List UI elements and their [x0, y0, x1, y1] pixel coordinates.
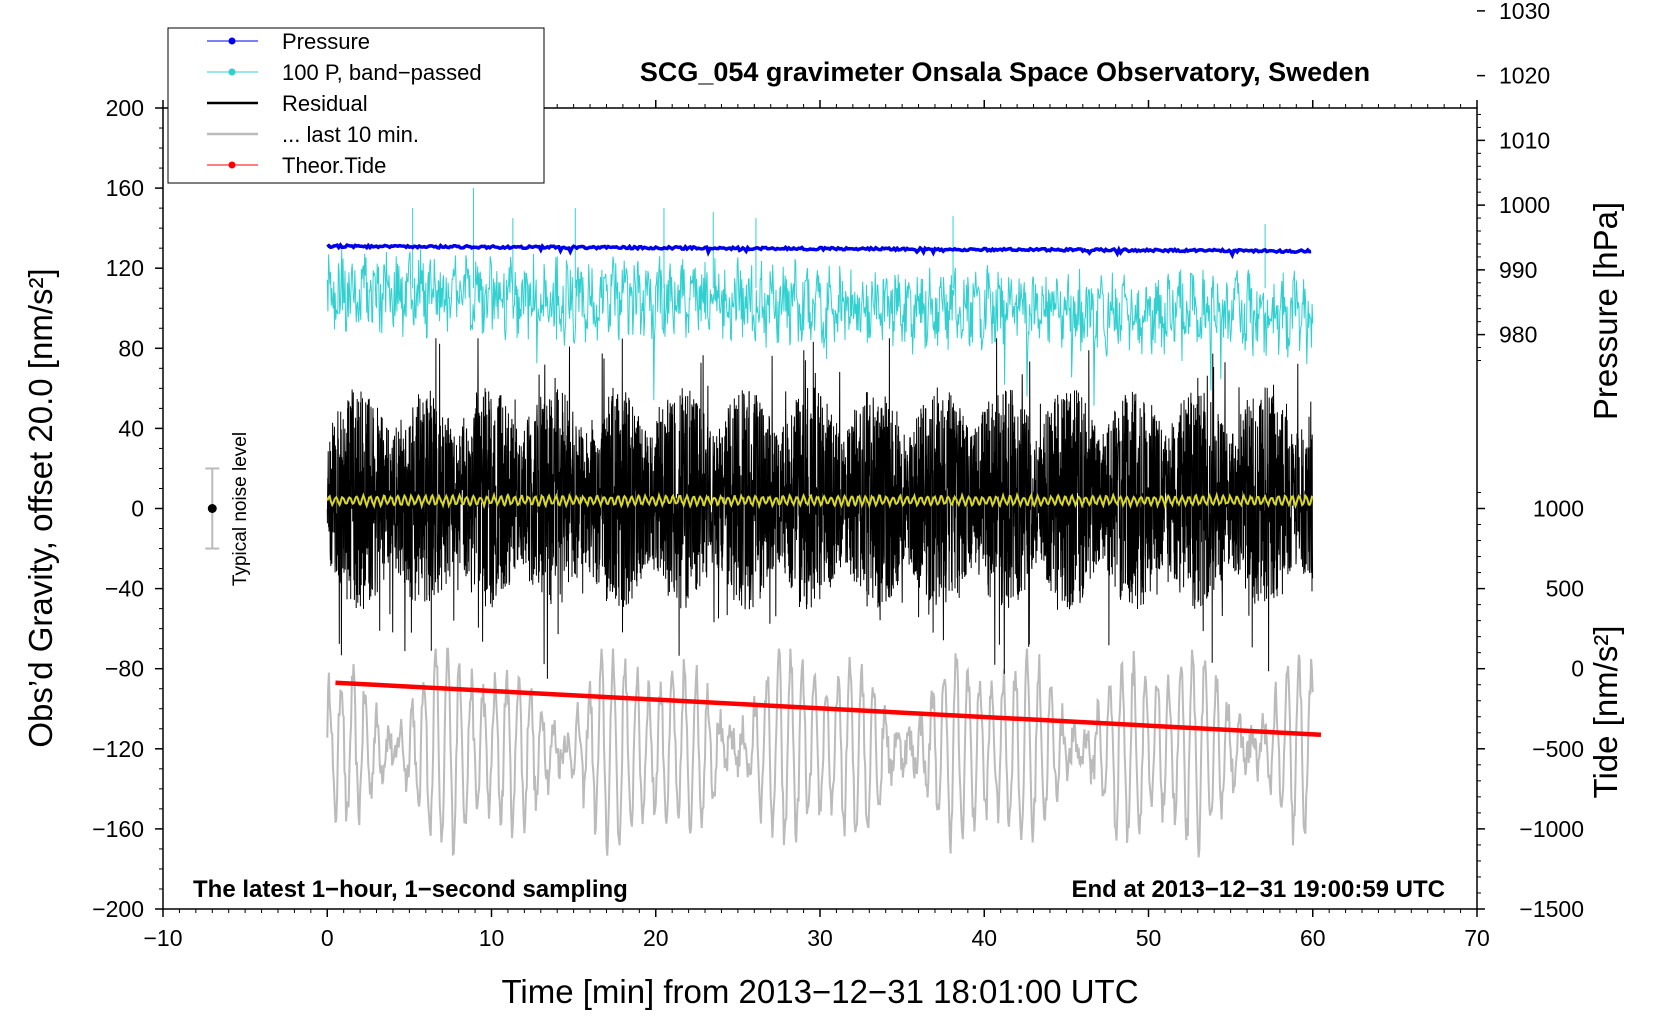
legend-label-1: 100 P, band−passed — [282, 60, 482, 85]
series-line-residual-smoothed — [326, 491, 1314, 510]
legend-marker-1 — [228, 68, 236, 76]
y-tick-label-3: 80 — [118, 335, 144, 361]
pressure-tick-label-4: 990 — [1499, 257, 1537, 283]
y-axis-label-left: Obs’d Gravity, offset 20.0 [nm/s²] — [22, 268, 59, 747]
x-tick-label-3: 20 — [643, 925, 669, 951]
series-line-residual — [326, 338, 1314, 679]
y-tick-label-6: −40 — [105, 576, 144, 602]
pressure-tick-label-5: 980 — [1499, 322, 1537, 348]
y-axis-label-pressure: Pressure [hPa] — [1587, 202, 1624, 420]
legend: Pressure 100 P, band−passed Residual ... la… — [167, 27, 545, 184]
y-tick-label-8: −120 — [92, 736, 144, 762]
series-layer — [326, 188, 1322, 858]
series-line-last-10-min — [326, 647, 1314, 858]
y-axis-label-tide: Tide [nm/s²] — [1587, 626, 1624, 799]
chart-title: SCG_054 gravimeter Onsala Space Observat… — [640, 57, 1370, 87]
tide-tick-label-1: 500 — [1546, 576, 1584, 602]
y-tick-label-2: 120 — [106, 255, 144, 281]
x-tick-label-7: 60 — [1300, 925, 1326, 951]
legend-label-3: ... last 10 min. — [282, 122, 419, 147]
pressure-tick-label-0: 1030 — [1499, 0, 1550, 24]
x-tick-label-4: 30 — [807, 925, 833, 951]
pressure-tick-label-3: 1000 — [1499, 192, 1550, 218]
legend-label-4: Theor.Tide — [282, 153, 386, 178]
y-tick-label-0: 200 — [106, 95, 144, 121]
tide-tick-label-5: −1500 — [1519, 896, 1584, 922]
noise-bar: Typical noise level — [205, 432, 251, 586]
y-tick-label-7: −80 — [105, 656, 144, 682]
tide-tick-label-2: 0 — [1571, 656, 1584, 682]
series-line-theor-tide — [335, 680, 1322, 738]
noise-bar-point — [207, 504, 217, 513]
tide-tick-label-0: 1000 — [1533, 496, 1584, 522]
x-axis-label: Time [min] from 2013−12−31 18:01:00 UTC — [501, 973, 1138, 1010]
annotation-end-time: End at 2013−12−31 19:00:59 UTC — [1071, 876, 1445, 903]
legend-label-0: Pressure — [282, 29, 370, 54]
x-tick-label-2: 10 — [479, 925, 505, 951]
tick-layer: −10 0 10 20 30 40 50 60 7020016012080400−40−80−1… — [92, 0, 1584, 951]
x-tick-label-5: 40 — [971, 925, 997, 951]
tide-tick-label-4: −1000 — [1519, 816, 1584, 842]
pressure-tick-label-2: 1010 — [1499, 127, 1550, 153]
y-tick-label-5: 0 — [131, 496, 144, 522]
series-line-pressure — [326, 242, 1312, 260]
legend-marker-4 — [228, 161, 236, 169]
annotation-sampling: The latest 1−hour, 1−second sampling — [193, 876, 628, 903]
legend-marker-0 — [228, 37, 236, 45]
pressure-tick-label-1: 1020 — [1499, 63, 1550, 89]
tide-tick-label-3: −500 — [1532, 736, 1584, 762]
x-tick-label-8: 70 — [1464, 925, 1490, 951]
y-tick-label-1: 160 — [106, 175, 144, 201]
y-tick-label-9: −160 — [92, 816, 144, 842]
y-tick-label-10: −200 — [92, 896, 144, 922]
series-line-band-passed — [326, 249, 1314, 406]
legend-label-2: Residual — [282, 91, 368, 116]
y-tick-label-4: 40 — [118, 415, 144, 441]
x-tick-label-1: 0 — [321, 925, 334, 951]
noise-bar-label: Typical noise level — [230, 432, 251, 586]
x-tick-label-0: −10 — [143, 925, 182, 951]
x-tick-label-6: 50 — [1136, 925, 1162, 951]
